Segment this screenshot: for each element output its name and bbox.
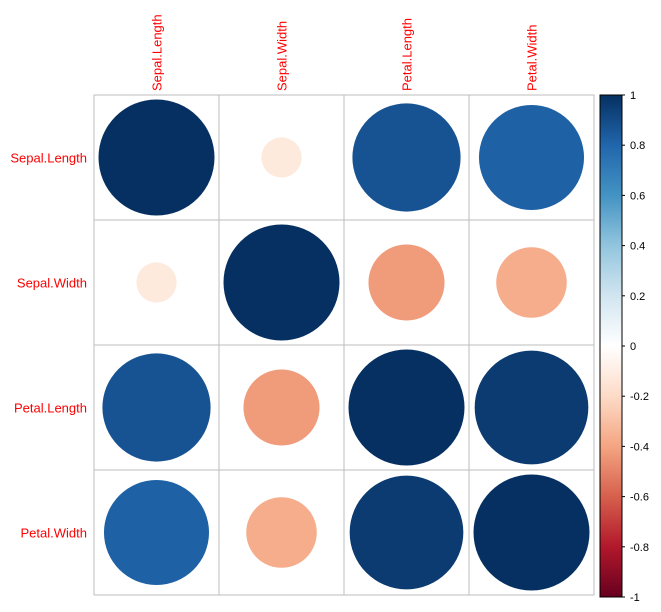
- column-label-sepal-width: Sepal.Width: [275, 21, 290, 91]
- colorbar-tick-label: -0.2: [630, 391, 649, 403]
- correlation-circle: [223, 224, 340, 341]
- colorbar-tick-label: -1: [630, 592, 640, 604]
- correlation-circle: [478, 104, 585, 211]
- correlation-circle: [368, 244, 445, 321]
- row-label-sepal-length: Sepal.Length: [10, 151, 87, 166]
- correlation-circle: [102, 353, 211, 462]
- correlation-circle: [474, 350, 589, 465]
- colorbar-tick-label: 0.6: [630, 190, 645, 202]
- column-label-petal-width: Petal.Width: [525, 25, 540, 91]
- column-label-sepal-length: Sepal.Length: [150, 14, 165, 91]
- colorbar-tick-label: 0.8: [630, 140, 645, 152]
- colorbar-tick-label: -0.6: [630, 492, 649, 504]
- colorbar-tick-label: 1: [630, 90, 636, 102]
- correlation-circles: [98, 99, 590, 591]
- correlation-circle: [261, 137, 302, 178]
- correlation-circle: [349, 475, 464, 590]
- matrix-cells: [93, 94, 595, 596]
- row-labels: Sepal.Length Sepal.Width Petal.Length Pe…: [10, 151, 87, 541]
- correlation-circle: [348, 349, 465, 466]
- correlation-circle: [473, 474, 590, 591]
- correlation-circle: [103, 479, 210, 586]
- colorbar-tick-label: 0.4: [630, 241, 645, 253]
- colorbar-tick-label: 0.2: [630, 291, 645, 303]
- column-label-petal-length: Petal.Length: [400, 18, 415, 91]
- correlation-circle: [496, 247, 567, 318]
- correlation-circle: [246, 497, 317, 568]
- colorbar-tick-label: -0.8: [630, 542, 649, 554]
- correlation-circle: [136, 262, 177, 303]
- colorbar-tick-label: -0.4: [630, 441, 649, 453]
- matrix-cell: [468, 469, 595, 596]
- correlation-circle: [98, 99, 215, 216]
- correlation-circle: [352, 103, 461, 212]
- row-label-petal-width: Petal.Width: [21, 526, 87, 541]
- colorbar: [599, 94, 625, 598]
- row-label-petal-length: Petal.Length: [14, 401, 87, 416]
- colorbar-tick-label: 0: [630, 341, 636, 353]
- column-labels: Sepal.Length Sepal.Width Petal.Length Pe…: [150, 14, 540, 91]
- colorbar-tick-labels: 1 0.8 0.6 0.4 0.2 0 -0.2 -0.4 -0.6 -0.8 …: [630, 90, 649, 604]
- row-label-sepal-width: Sepal.Width: [17, 276, 87, 291]
- colorbar-gradient: [600, 95, 622, 597]
- correlation-circle: [243, 369, 320, 446]
